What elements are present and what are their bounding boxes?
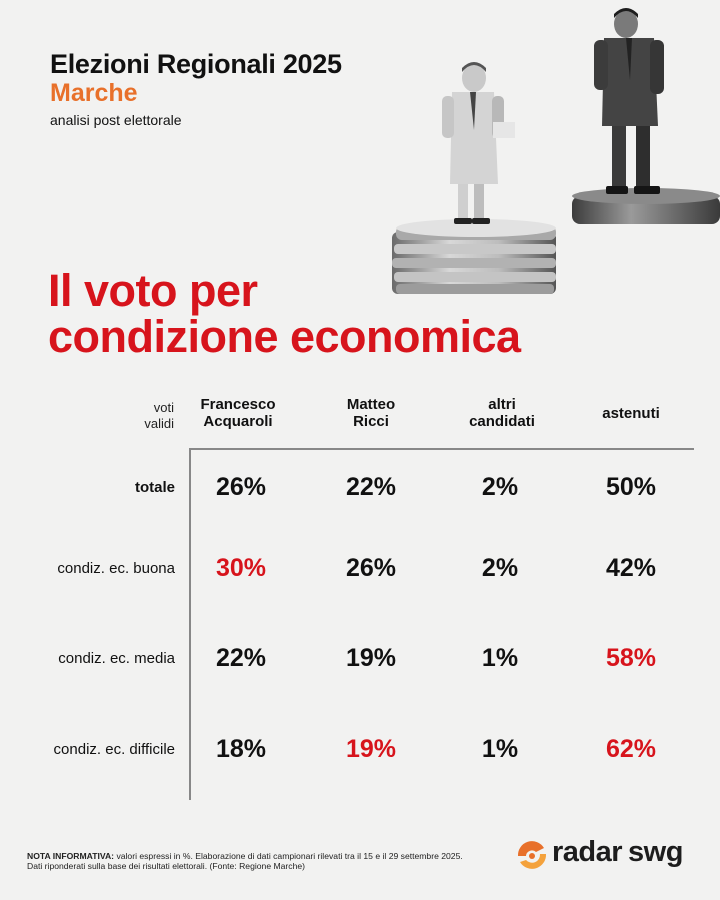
table-cell: 1%	[481, 735, 519, 763]
column-header-line-1: Francesco	[200, 396, 276, 413]
table-cell: 19%	[345, 735, 397, 763]
table-cell: 26%	[345, 554, 397, 582]
table-cell: 62%	[605, 735, 657, 763]
coin-stack-flat	[572, 188, 720, 224]
column-header-line-2: candidati	[469, 413, 535, 430]
table-cell: 42%	[605, 554, 657, 582]
column-header-altri: altri candidati	[427, 396, 577, 430]
footnote-line-2: Dati riponderati sulla base dei risultat…	[27, 861, 306, 871]
corner-label-line-2: validi	[144, 416, 174, 431]
corner-label-line-1: voti	[153, 400, 174, 415]
table-cell: 50%	[605, 473, 657, 501]
hero-illustration	[392, 8, 720, 294]
region-name: Marche	[50, 79, 138, 107]
table-cell: 26%	[215, 473, 267, 501]
figurine-dark	[594, 8, 664, 194]
page-title: Elezioni Regionali 2025	[50, 49, 342, 79]
row-label: condiz. ec. media	[58, 650, 175, 667]
headline-line-2: condizione economica	[48, 311, 521, 362]
column-header-line-2: Acquaroli	[203, 413, 273, 430]
column-header-line-1: altri	[488, 396, 516, 413]
row-label: condiz. ec. difficile	[53, 741, 175, 758]
headline: Il voto per condizione economica	[48, 268, 521, 360]
table-cell: 58%	[605, 644, 657, 672]
radar-swg-logo: radar swg	[512, 832, 702, 876]
table-cell: 30%	[215, 554, 267, 582]
header: Elezioni Regionali 2025 Marche analisi p…	[50, 48, 342, 131]
column-header-astenuti: astenuti	[556, 405, 706, 422]
table-cell: 2%	[481, 473, 519, 501]
table-cell: 22%	[345, 473, 397, 501]
row-label: condiz. ec. buona	[57, 560, 175, 577]
page-subtitle: analisi post elettorale	[50, 112, 182, 128]
column-header-acquaroli: Francesco Acquaroli	[163, 396, 313, 430]
logo-wordmark: radar swg	[552, 836, 683, 869]
table-cell: 19%	[345, 644, 397, 672]
column-header-line-1: astenuti	[602, 405, 660, 422]
radar-logo-icon	[517, 841, 547, 869]
coin-stack-tall	[392, 219, 556, 294]
footnote-label: NOTA INFORMATIVA:	[27, 851, 115, 861]
table-row-divider	[189, 448, 191, 800]
footnote-line-1: valori espressi in %. Elaborazione di da…	[116, 851, 463, 861]
column-header-line-1: Matteo	[346, 396, 396, 413]
column-header-line-2: Ricci	[353, 413, 389, 430]
footnote: NOTA INFORMATIVA: valori espressi in %. …	[27, 851, 497, 871]
headline-line-1: Il voto per	[48, 265, 258, 316]
table-cell: 18%	[215, 735, 267, 763]
table-cell: 2%	[481, 554, 519, 582]
figurine-light	[442, 62, 515, 224]
corner-label: voti validi	[110, 400, 174, 432]
row-label: totale	[134, 479, 175, 496]
table-cell: 1%	[481, 644, 519, 672]
table-cell: 22%	[215, 644, 267, 672]
table-header-divider	[190, 448, 694, 450]
logo-word-swg: swg	[628, 836, 683, 868]
column-header-ricci: Matteo Ricci	[296, 396, 446, 430]
logo-word-radar: radar	[552, 836, 623, 868]
